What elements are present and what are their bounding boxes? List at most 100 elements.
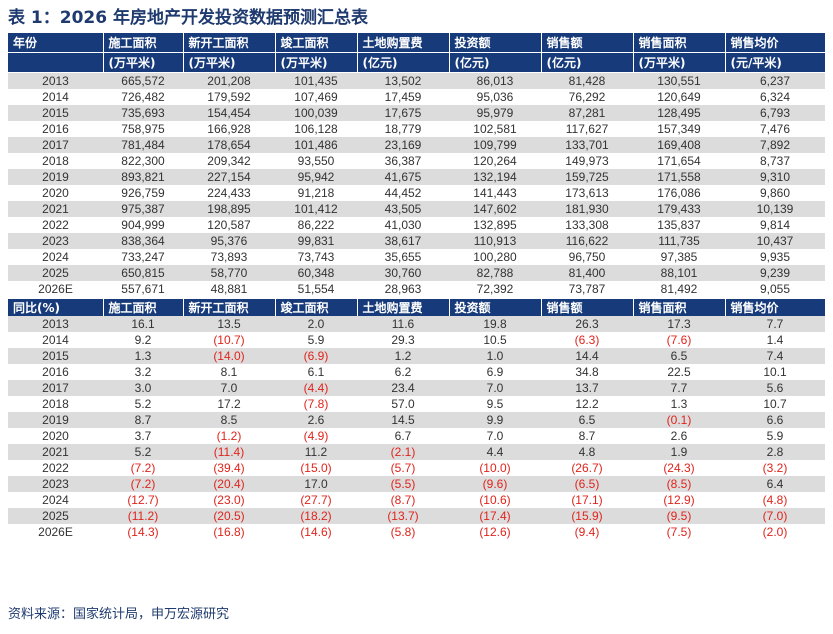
value-cell: 179,592 — [183, 89, 275, 105]
yoy-header-row: 同比(%) 施工面积 新开工面积 竣工面积 土地购置费 投资额 销售额 销售面积 销售均价 — [8, 297, 825, 316]
value-cell: (12.7) — [103, 492, 183, 508]
value-cell: (6.3) — [541, 332, 633, 348]
value-cell: (18.2) — [275, 508, 357, 524]
value-cell: 95,036 — [449, 89, 541, 105]
value-cell: 9.9 — [449, 412, 541, 428]
value-cell: 171,558 — [633, 169, 725, 185]
column-header: 销售额 — [541, 297, 634, 316]
unit-header: (万平米) — [183, 52, 276, 73]
value-cell: 6.1 — [275, 364, 357, 380]
value-cell: 13.5 — [183, 316, 275, 332]
value-cell: 93,550 — [275, 153, 357, 169]
value-cell: 1.9 — [633, 444, 725, 460]
value-cell: 4.4 — [449, 444, 541, 460]
value-cell: 209,342 — [183, 153, 275, 169]
year-cell: 2014 — [8, 332, 103, 348]
year-cell: 2024 — [8, 492, 103, 508]
value-cell: 4.8 — [541, 444, 633, 460]
source-note: 资料来源：国家统计局，申万宏源研究 — [8, 607, 230, 622]
value-cell: 106,128 — [275, 121, 357, 137]
year-cell: 2015 — [8, 105, 103, 121]
value-cell: 130,551 — [633, 72, 725, 89]
value-cell: (14.0) — [183, 348, 275, 364]
value-cell: (15.0) — [275, 460, 357, 476]
table-row: 2016 758,975 166,928 106,128 18,779 102,581 11… — [8, 121, 825, 137]
value-cell: (7.2) — [103, 476, 183, 492]
value-cell: 16.1 — [103, 316, 183, 332]
value-cell: 6,793 — [725, 105, 825, 121]
value-cell: 9,860 — [725, 185, 825, 201]
value-cell: 132,895 — [449, 217, 541, 233]
year-cell: 2024 — [8, 249, 103, 265]
value-cell: (14.6) — [275, 524, 357, 540]
value-cell: (17.1) — [541, 492, 633, 508]
value-cell: 116,622 — [541, 233, 633, 249]
table-row: 2014 9.2 (10.7) 5.9 29.3 10.5 (6.3) (7.6) 1.4 — [8, 332, 825, 348]
year-cell: 2015 — [8, 348, 103, 364]
value-cell: 102,581 — [449, 121, 541, 137]
value-cell: 758,975 — [103, 121, 183, 137]
value-cell: 1.3 — [103, 348, 183, 364]
value-cell: 557,671 — [103, 281, 183, 298]
column-header: 土地购置费 — [357, 33, 450, 53]
value-cell: 1.2 — [357, 348, 449, 364]
year-cell: 2013 — [8, 316, 103, 332]
value-cell: 8,737 — [725, 153, 825, 169]
unit-header: (亿元) — [541, 52, 634, 73]
year-cell: 2022 — [8, 217, 103, 233]
value-cell: 28,963 — [357, 281, 449, 298]
value-cell: 159,725 — [541, 169, 633, 185]
column-header: 竣工面积 — [275, 297, 358, 316]
value-cell: 17,675 — [357, 105, 449, 121]
value-cell: 17.2 — [183, 396, 275, 412]
column-header: 土地购置费 — [357, 297, 450, 316]
value-cell: 36,387 — [357, 153, 449, 169]
value-cell: (9.6) — [449, 476, 541, 492]
value-cell: 41,030 — [357, 217, 449, 233]
value-cell: 8.7 — [103, 412, 183, 428]
table-row: 2019 8.7 8.5 2.6 14.5 9.9 6.5 (0.1) 6.6 — [8, 412, 825, 428]
value-cell: 227,154 — [183, 169, 275, 185]
value-cell: 838,364 — [103, 233, 183, 249]
value-cell: (39.4) — [183, 460, 275, 476]
year-cell: 2020 — [8, 428, 103, 444]
year-cell: 2014 — [8, 89, 103, 105]
value-cell: 17.3 — [633, 316, 725, 332]
value-cell: 3.2 — [103, 364, 183, 380]
value-cell: (4.4) — [275, 380, 357, 396]
value-cell: (2.1) — [357, 444, 449, 460]
value-cell: (14.3) — [103, 524, 183, 540]
value-cell: 72,392 — [449, 281, 541, 298]
value-cell: 81,428 — [541, 72, 633, 89]
table-row: 2018 822,300 209,342 93,550 36,387 120,264 149… — [8, 153, 825, 169]
year-cell: 2016 — [8, 121, 103, 137]
value-cell: 173,613 — [541, 185, 633, 201]
value-cell: 95,376 — [183, 233, 275, 249]
value-cell: (7.6) — [633, 332, 725, 348]
value-cell: (27.7) — [275, 492, 357, 508]
value-cell: (2.0) — [725, 524, 825, 540]
value-cell: 34.8 — [541, 364, 633, 380]
year-cell: 2022 — [8, 460, 103, 476]
table-row: 2020 926,759 224,433 91,218 44,452 141,443 173… — [8, 185, 825, 201]
table-row: 2018 5.2 17.2 (7.8) 57.0 9.5 12.2 1.3 10.7 — [8, 396, 825, 412]
year-cell: 2019 — [8, 169, 103, 185]
value-cell: 5.2 — [103, 444, 183, 460]
value-cell: 17.0 — [275, 476, 357, 492]
value-cell: 10.1 — [725, 364, 825, 380]
value-cell: (12.6) — [449, 524, 541, 540]
header-row: 年份 施工面积 新开工面积 竣工面积 土地购置费 投资额 销售额 销售面积 销售均价 — [8, 33, 825, 53]
table-row: 2021 5.2 (11.4) 11.2 (2.1) 4.4 4.8 1.9 2.8 — [8, 444, 825, 460]
value-cell: (6.9) — [275, 348, 357, 364]
value-cell: 120,587 — [183, 217, 275, 233]
column-header: 施工面积 — [103, 33, 184, 53]
value-cell: 109,799 — [449, 137, 541, 153]
unit-header: (万平米) — [103, 52, 184, 73]
value-cell: (8.5) — [633, 476, 725, 492]
year-cell: 2017 — [8, 137, 103, 153]
value-cell: (11.2) — [103, 508, 183, 524]
value-cell: 135,837 — [633, 217, 725, 233]
value-cell: 7.4 — [725, 348, 825, 364]
value-cell: 10,139 — [725, 201, 825, 217]
value-cell: 26.3 — [541, 316, 633, 332]
